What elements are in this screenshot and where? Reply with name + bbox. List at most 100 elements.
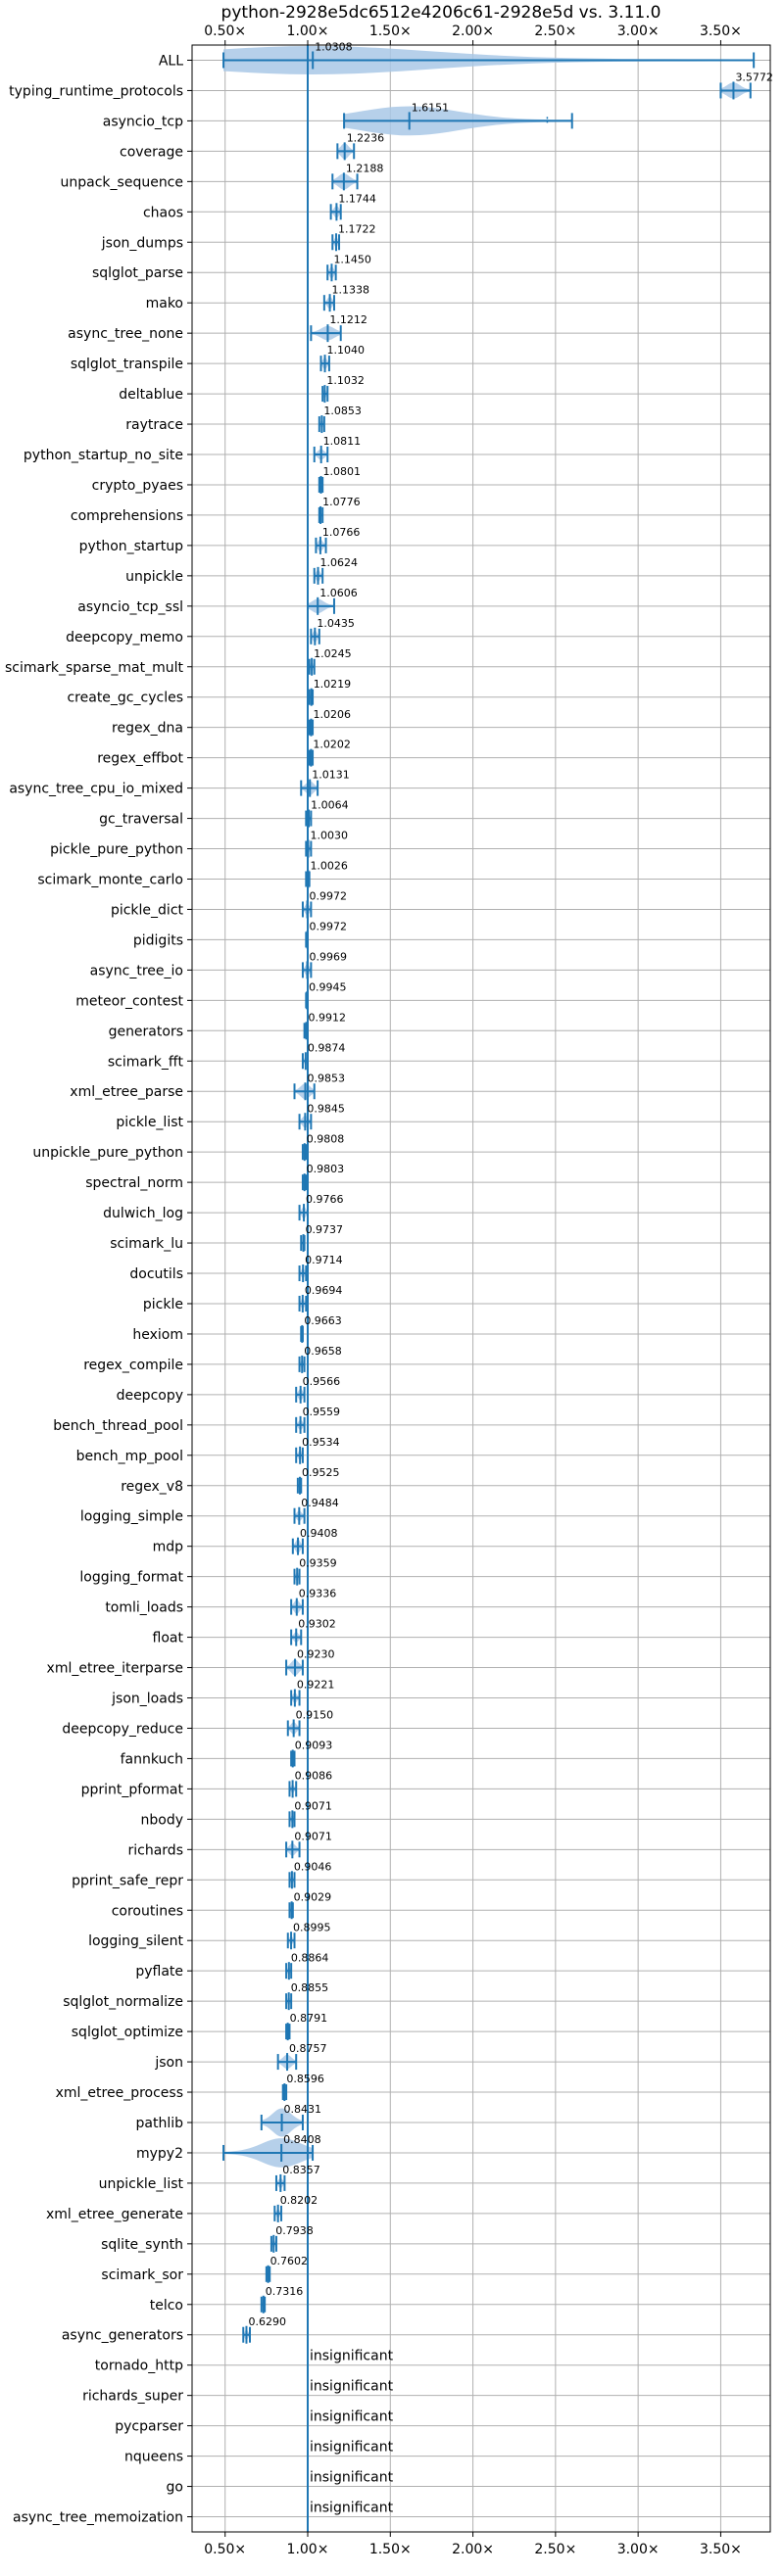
value-label: 0.9969 bbox=[309, 950, 347, 963]
insignificant-label: insignificant bbox=[310, 2501, 394, 2516]
insignificant-label: insignificant bbox=[310, 2409, 394, 2425]
value-label: 0.9086 bbox=[295, 1769, 333, 1782]
category-label: async_tree_memoization bbox=[13, 2510, 183, 2526]
insignificant-label: insignificant bbox=[310, 2379, 394, 2395]
category-label: fannkuch bbox=[121, 1751, 183, 1767]
violin-pickle bbox=[298, 1294, 308, 1312]
violin-chaos bbox=[329, 203, 342, 221]
value-label: 1.0624 bbox=[320, 556, 359, 569]
value-label: 1.0776 bbox=[322, 496, 361, 508]
plot-frame bbox=[191, 44, 771, 2533]
category-label: crypto_pyaes bbox=[92, 478, 183, 494]
value-label: 1.0308 bbox=[315, 41, 353, 54]
violin-sqlglot_optimize bbox=[285, 2023, 291, 2041]
value-label: 0.8864 bbox=[291, 1951, 329, 1964]
value-label: 1.1040 bbox=[327, 344, 366, 357]
value-label: 1.0202 bbox=[313, 739, 351, 751]
value-label: 0.8596 bbox=[286, 2073, 324, 2085]
violin-scimark_lu bbox=[300, 1234, 306, 1253]
violin-deepcopy_reduce bbox=[286, 1719, 301, 1738]
value-label: 1.0606 bbox=[319, 587, 358, 599]
value-label: 0.9525 bbox=[302, 1466, 340, 1479]
category-label: coroutines bbox=[112, 1903, 183, 1919]
category-label: tomli_loads bbox=[105, 1600, 183, 1616]
violin-richards bbox=[285, 1840, 301, 1859]
violin-scimark_sor bbox=[265, 2265, 271, 2283]
value-label: 1.2236 bbox=[347, 131, 385, 144]
violin-deepcopy bbox=[295, 1385, 306, 1404]
category-label: pprint_pformat bbox=[81, 1782, 184, 1797]
category-label: typing_runtime_protocols bbox=[9, 83, 183, 99]
category-label: pickle_pure_python bbox=[50, 842, 183, 858]
label-layer: 1.0308 ALL 3.5772 typing_runtime_protocols 1… bbox=[5, 41, 773, 2526]
x-tick-label-top: 1.50× bbox=[369, 24, 412, 39]
x-tick-label-top: 0.50× bbox=[204, 24, 246, 39]
x-tick-label-bottom: 1.00× bbox=[287, 2542, 329, 2557]
violin-python_startup bbox=[315, 536, 327, 554]
category-label: mypy2 bbox=[136, 2146, 183, 2162]
category-label: richards_super bbox=[82, 2389, 183, 2405]
category-label: regex_dna bbox=[112, 721, 183, 737]
insignificant-label: insignificant bbox=[310, 2470, 394, 2486]
x-tick-label-bottom: 2.00× bbox=[452, 2542, 494, 2557]
value-label: 0.9808 bbox=[307, 1132, 345, 1145]
x-tick-label-bottom: 1.50× bbox=[369, 2542, 412, 2557]
value-label: 0.9408 bbox=[300, 1527, 338, 1540]
violin-docutils bbox=[298, 1264, 308, 1283]
x-tick-label-bottom: 3.50× bbox=[700, 2542, 742, 2557]
category-label: float bbox=[153, 1631, 184, 1646]
category-label: xml_etree_generate bbox=[46, 2207, 183, 2222]
x-tick-label-bottom: 2.50× bbox=[534, 2542, 576, 2557]
value-label: 0.9359 bbox=[299, 1557, 337, 1570]
violin-mypy2 bbox=[222, 2138, 315, 2168]
violin-hexiom bbox=[300, 1324, 304, 1343]
category-label: hexiom bbox=[132, 1327, 183, 1343]
category-label: generators bbox=[109, 1024, 183, 1039]
value-label: 0.9803 bbox=[307, 1163, 345, 1175]
category-label: sqlglot_normalize bbox=[63, 1994, 183, 2010]
value-label: 0.7316 bbox=[266, 2285, 304, 2298]
value-label: 1.0030 bbox=[311, 830, 349, 842]
category-label: raytrace bbox=[125, 417, 183, 433]
value-label: 0.7602 bbox=[270, 2255, 309, 2267]
category-label: logging_format bbox=[79, 1570, 183, 1586]
value-label: 0.8408 bbox=[283, 2133, 321, 2146]
category-label: xml_etree_process bbox=[56, 2085, 183, 2101]
value-label: 0.9046 bbox=[294, 1860, 332, 1873]
category-label: sqlglot_parse bbox=[92, 265, 183, 281]
violin-bench_mp_pool bbox=[295, 1446, 304, 1464]
category-label: regex_effbot bbox=[97, 751, 183, 767]
category-label: json_loads bbox=[111, 1692, 183, 1707]
value-label: 0.7938 bbox=[275, 2224, 314, 2237]
category-label: xml_etree_iterparse bbox=[47, 1661, 183, 1677]
x-tick-label-top: 1.00× bbox=[287, 24, 329, 39]
value-label: 0.8995 bbox=[293, 1921, 331, 1933]
category-label: python_startup_no_site bbox=[24, 448, 183, 463]
value-label: 0.8757 bbox=[289, 2042, 327, 2055]
category-label: deepcopy_reduce bbox=[62, 1721, 183, 1737]
value-label: 1.6151 bbox=[412, 102, 450, 115]
value-label: 0.9093 bbox=[295, 1740, 333, 1752]
violin-pyflate bbox=[285, 1962, 293, 1980]
violin-regex_compile bbox=[298, 1355, 306, 1373]
category-label: mdp bbox=[153, 1540, 184, 1555]
violin-create_gc_cycles bbox=[308, 688, 315, 706]
violin-xml_etree_iterparse bbox=[285, 1658, 304, 1677]
violin-logging_simple bbox=[293, 1506, 306, 1525]
violin-pickle_list bbox=[298, 1113, 313, 1131]
category-label: bench_mp_pool bbox=[76, 1449, 183, 1464]
value-label: 0.9559 bbox=[303, 1406, 341, 1418]
insignificant-label: insignificant bbox=[310, 2349, 394, 2364]
category-label: meteor_contest bbox=[75, 993, 183, 1009]
value-label: 1.0811 bbox=[323, 435, 362, 448]
violin-pprint_safe_repr bbox=[288, 1871, 296, 1889]
value-label: 1.0131 bbox=[312, 769, 350, 782]
category-label: async_tree_none bbox=[68, 326, 183, 342]
category-label: richards bbox=[128, 1842, 184, 1858]
value-label: 1.0206 bbox=[313, 708, 351, 721]
value-label: 0.9566 bbox=[303, 1375, 341, 1388]
value-label: 0.9853 bbox=[308, 1072, 346, 1084]
value-label: 0.9658 bbox=[304, 1345, 342, 1358]
violin-json bbox=[276, 2053, 298, 2072]
